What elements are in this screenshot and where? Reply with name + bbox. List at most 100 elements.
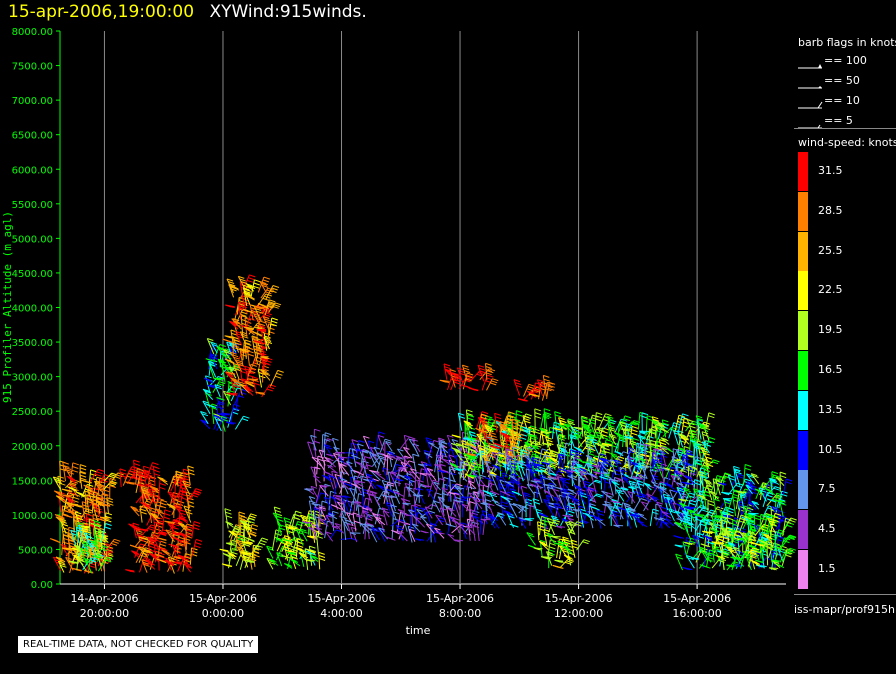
- barb-flag: [424, 462, 431, 466]
- barb-flag: [211, 353, 218, 357]
- barb-flag: [387, 481, 395, 485]
- wind-barb-cluster: [125, 465, 203, 574]
- barb-flag: [260, 282, 268, 286]
- wind-barb: [185, 492, 191, 509]
- barb-flag: [184, 541, 191, 545]
- barb-flag: [249, 274, 256, 278]
- barb-flag: [256, 317, 263, 321]
- barb-flag: [258, 392, 265, 395]
- barb-flag: [363, 505, 370, 508]
- barb-flag: [244, 525, 251, 529]
- barb-flag: [114, 538, 121, 542]
- wind-barb: [80, 548, 88, 565]
- barb-flag: [80, 464, 87, 468]
- barb-flag: [240, 515, 248, 519]
- barb-flag: [380, 457, 388, 461]
- barb-flag: [228, 305, 235, 309]
- barb-flag: [253, 382, 261, 386]
- wind-barb: [310, 486, 318, 498]
- barb-flag: [447, 533, 455, 537]
- wind-barb: [178, 478, 184, 494]
- wind-barb: [397, 530, 408, 542]
- barb-flag: [373, 446, 381, 450]
- barb-flag: [343, 499, 350, 503]
- barb-flag: [443, 504, 450, 508]
- wind-barb: [214, 384, 221, 398]
- wind-barb: [291, 525, 297, 546]
- barb-flag: [155, 528, 162, 532]
- barb-flag: [70, 487, 77, 491]
- barb-flag: [157, 554, 165, 558]
- barb-flag: [211, 407, 219, 411]
- barb-flag: [403, 446, 410, 450]
- barb-flag: [448, 508, 455, 512]
- wind-barb: [408, 480, 410, 497]
- barb-flag: [315, 526, 322, 530]
- barb-flag: [57, 557, 64, 561]
- y-tick-label: 1500.00: [12, 476, 53, 487]
- barb-flag: [349, 532, 357, 536]
- barb-flag: [416, 508, 423, 512]
- barb-flag: [596, 412, 603, 416]
- barb-flag: [274, 302, 282, 306]
- barb-flag: [187, 465, 194, 469]
- wind-barb: [220, 416, 226, 432]
- barb-flag: [226, 339, 233, 343]
- barb-flag: [226, 542, 233, 546]
- barb-flag: [408, 509, 415, 513]
- barb-flag: [186, 533, 193, 537]
- barb-flag: [268, 327, 275, 331]
- barb-flag: [238, 514, 246, 518]
- barb-flag: [243, 301, 250, 305]
- barb-flag: [300, 528, 307, 532]
- barb-flag: [378, 431, 385, 435]
- barb-flag: [99, 530, 107, 534]
- barb-flag: [291, 525, 298, 529]
- barb-flag: [352, 512, 360, 516]
- barb-flag: [317, 458, 324, 462]
- barb-flag: [363, 435, 370, 439]
- barb-flag: [217, 383, 225, 387]
- barb-flag: [516, 410, 523, 414]
- wind-barb: [311, 522, 316, 543]
- wind-barb: [362, 489, 364, 506]
- barb-flag: [308, 496, 316, 499]
- barb-flag: [55, 480, 62, 484]
- barb-flag: [420, 484, 427, 488]
- barb-flag: [159, 477, 166, 481]
- barb-flag: [345, 519, 352, 523]
- barb-flag: [318, 555, 326, 558]
- barb-flag: [97, 468, 105, 472]
- barb-flag: [397, 509, 405, 512]
- barb-flag: [263, 356, 270, 360]
- wind-barb: [453, 500, 461, 519]
- x-tick-label-date: 15-Apr-2006: [426, 592, 494, 605]
- barb-flag: [245, 342, 252, 346]
- wind-barb: [99, 530, 103, 551]
- barb-flag: [367, 513, 374, 517]
- barb-flag: [92, 487, 99, 491]
- barb-flag: [161, 548, 168, 552]
- barb-flag: [148, 538, 155, 541]
- wind-barb: [376, 490, 384, 502]
- barb-flag: [168, 533, 176, 537]
- wind-barb: [336, 501, 346, 513]
- wind-barb: [551, 422, 555, 439]
- barb-flag: [318, 558, 326, 561]
- barb-flag: [233, 356, 240, 360]
- wind-barb: [388, 451, 393, 468]
- barb-flag: [289, 526, 296, 530]
- barb-flag: [437, 496, 445, 500]
- wind-barb: [167, 522, 177, 535]
- barb-flag: [374, 496, 381, 500]
- barb-flag: [328, 513, 335, 517]
- barb-flag: [297, 544, 304, 548]
- barb-flag: [62, 461, 69, 465]
- barb-flag: [105, 543, 113, 547]
- wind-barb: [67, 509, 77, 518]
- x-tick-label-time: 8:00:00: [439, 607, 481, 620]
- barb-flag: [235, 539, 242, 543]
- barb-flag: [420, 530, 427, 534]
- barb-flag: [356, 480, 363, 484]
- barb-flag: [233, 336, 240, 340]
